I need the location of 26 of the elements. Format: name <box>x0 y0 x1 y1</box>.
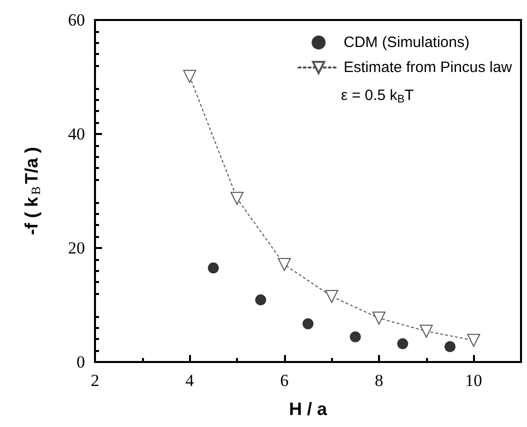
x-tick-label: 2 <box>90 371 100 390</box>
y-tick-label: 0 <box>76 352 85 372</box>
point <box>350 331 361 342</box>
point <box>208 262 219 274</box>
y-tick-label: 60 <box>68 10 85 30</box>
point <box>302 318 314 330</box>
y-tick-label: 40 <box>68 124 85 144</box>
x-tick-label: 4 <box>185 371 194 390</box>
legend-label: CDM (Simulations) <box>344 34 470 51</box>
point <box>444 341 456 352</box>
point <box>397 338 408 350</box>
point <box>230 192 244 205</box>
point <box>420 324 433 338</box>
point <box>255 294 266 306</box>
point <box>325 290 338 303</box>
point <box>183 70 196 83</box>
point <box>278 258 291 272</box>
point <box>467 334 480 347</box>
y-axis-title: -f ( kBT/a ) <box>22 146 43 235</box>
x-tick-label: 10 <box>465 371 482 390</box>
x-tick-label: 8 <box>374 371 384 390</box>
point <box>372 312 386 325</box>
x-tick-label: 6 <box>280 371 289 390</box>
x-axis-title: H / a <box>288 399 328 419</box>
legend-label: Estimate from Pincus law <box>344 59 512 76</box>
y-tick-label: 20 <box>68 238 85 258</box>
